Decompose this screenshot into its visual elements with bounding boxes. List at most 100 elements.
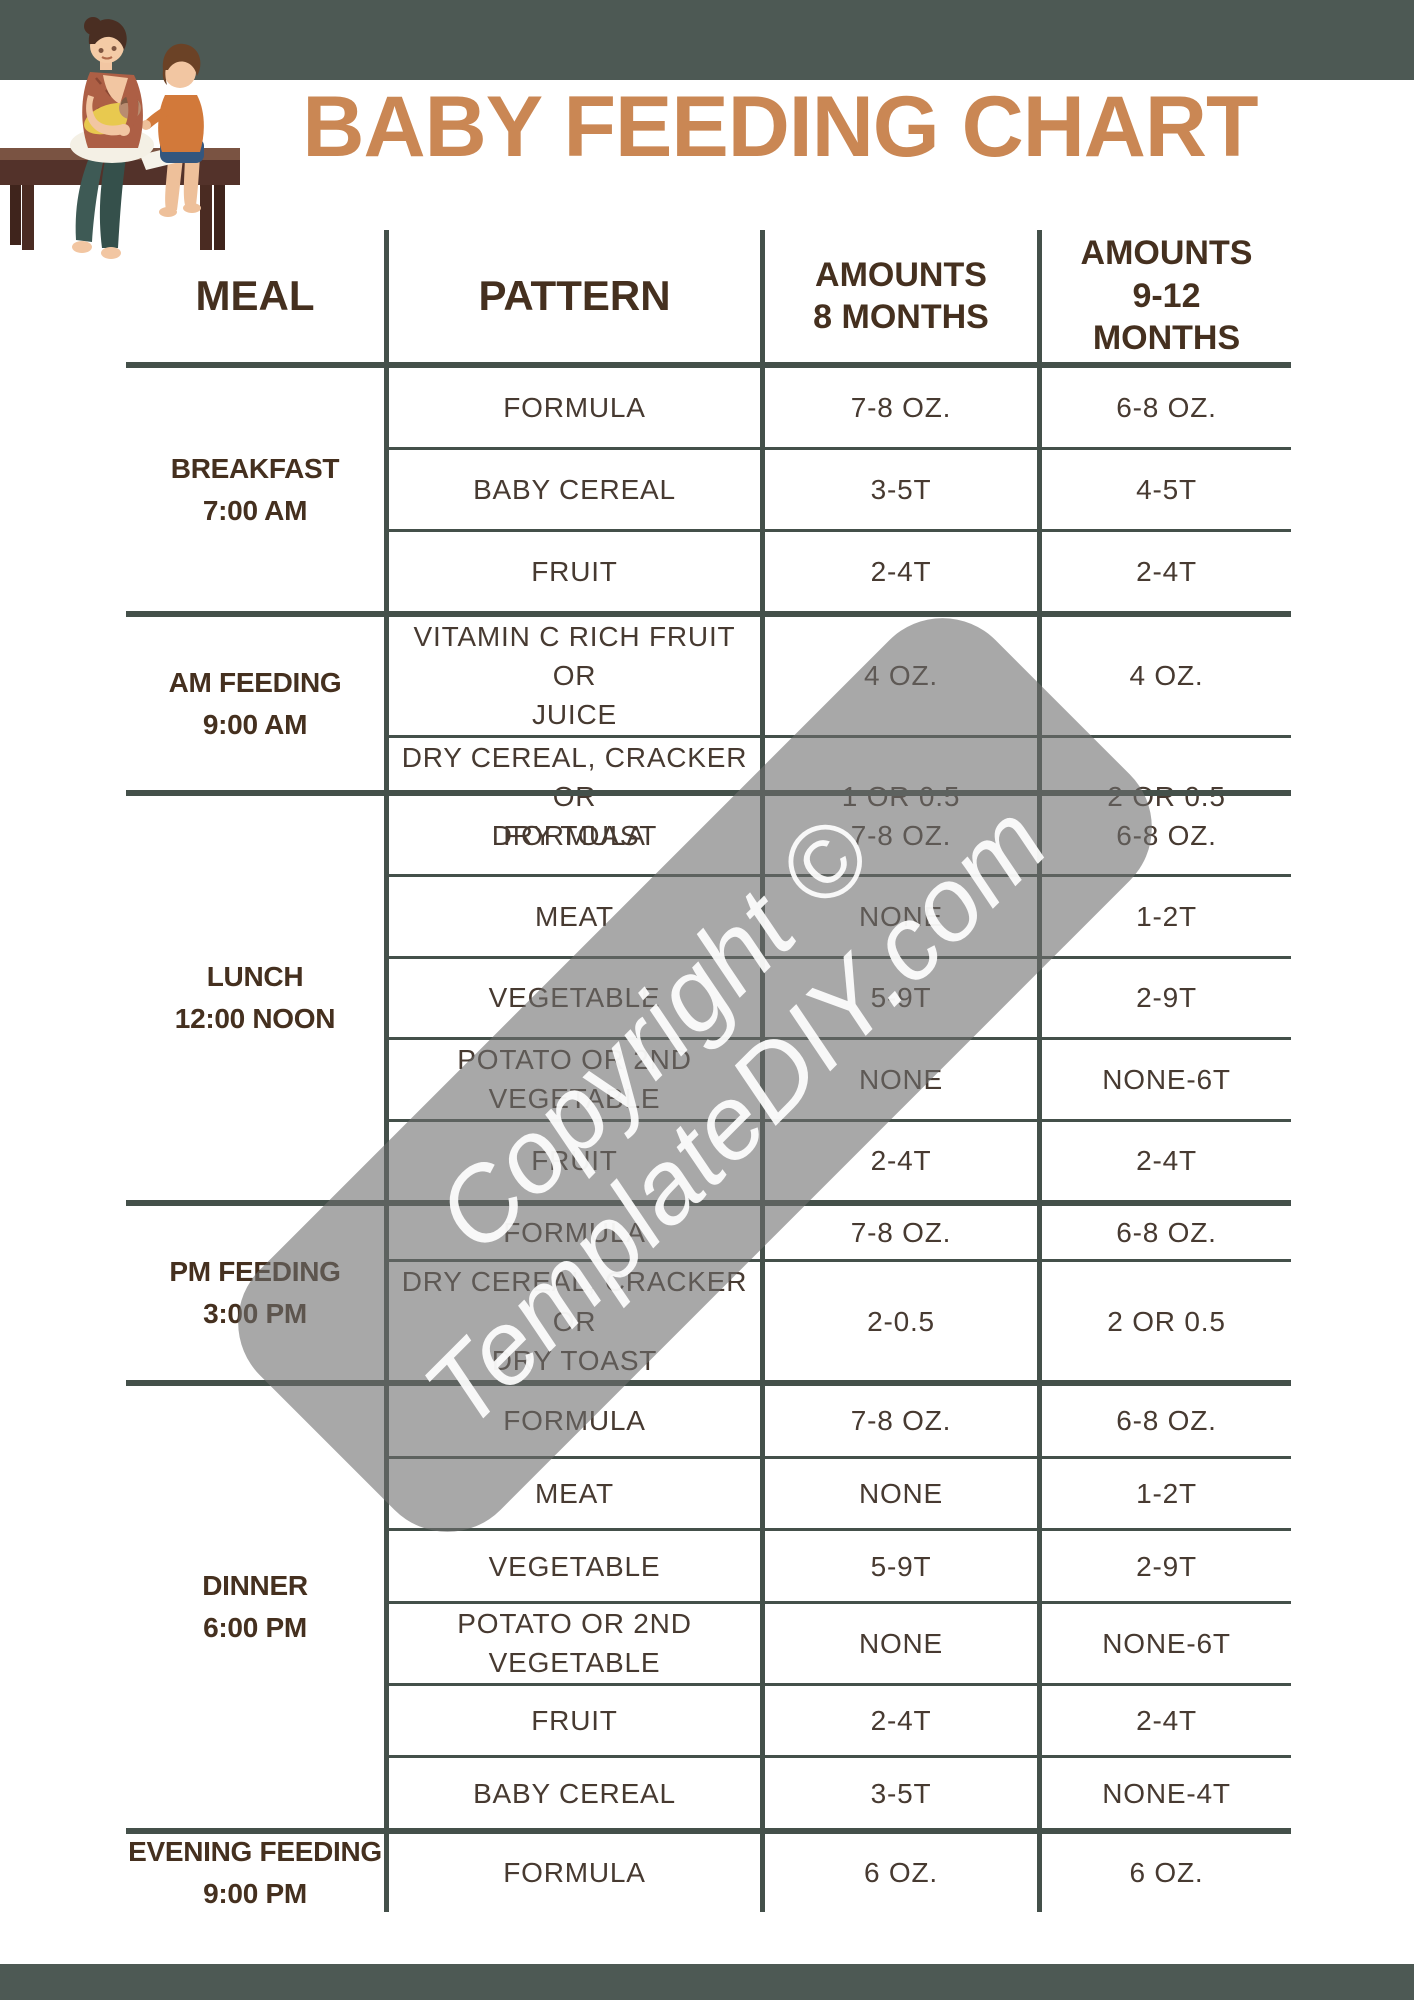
pattern-cell: POTATO OR 2ND VEGETABLE [384, 1604, 760, 1683]
table-row: FORMULA 7-8 OZ. 6-8 OZ. [384, 796, 1291, 875]
amount-8-months-cell: 4 OZ. [760, 617, 1037, 735]
pattern-cell: FRUIT [384, 532, 760, 611]
header-meal: MEAL [195, 271, 315, 319]
amount-8-months-cell: 2-4T [760, 1121, 1037, 1201]
table-row: FORMULA 7-8 OZ. 6-8 OZ. [384, 368, 1291, 447]
meal-cell: DINNER 6:00 PM [126, 1386, 384, 1828]
table-row: BABY CEREAL 3-5T 4-5T [384, 447, 1291, 529]
meal-time: 6:00 PM [203, 1612, 307, 1643]
meal-name: PM FEEDING [169, 1256, 341, 1287]
amount-9-12-months-cell: 1-2T [1037, 1458, 1291, 1529]
meal-group: LUNCH 12:00 NOON FORMULA 7-8 OZ. 6-8 OZ. MEAT… [126, 790, 1291, 1201]
table-leg-icon [22, 185, 34, 250]
meal-group: AM FEEDING 9:00 AM VITAMIN C RICH FRUIT OR… [126, 611, 1291, 856]
meal-cell: EVENING FEEDING 9:00 PM [126, 1834, 384, 1912]
amount-8-months-cell: 7-8 OZ. [760, 1386, 1037, 1456]
pattern-cell: FORMULA [384, 1386, 760, 1456]
meal-name: BREAKFAST [170, 452, 340, 484]
table-row: DRY CEREAL, CRACKER OR DRY TOAST 2-0.5 2 O… [384, 1259, 1291, 1380]
table-row: VEGETABLE 5-9T 2-9T [384, 955, 1291, 1038]
pattern-cell: POTATO OR 2ND VEGETABLE [384, 1040, 760, 1119]
amount-8-months-cell: 3-5T [760, 1758, 1037, 1828]
pattern-cell: VITAMIN C RICH FRUIT OR JUICE [384, 617, 760, 735]
table-row: MEAT NONE 1-2T [384, 874, 1291, 956]
meal-group: DINNER 6:00 PM FORMULA 7-8 OZ. 6-8 OZ. MEAT NO… [126, 1380, 1291, 1828]
meal-rows: FORMULA 7-8 OZ. 6-8 OZ. MEAT NONE 1-2T VEGETAB… [384, 796, 1291, 1201]
table-row: FORMULA 7-8 OZ. 6-8 OZ. [384, 1386, 1291, 1456]
table-row: POTATO OR 2ND VEGETABLE NONE NONE-6T [384, 1601, 1291, 1683]
amount-8-months-cell: NONE [760, 1040, 1037, 1119]
amount-8-months-cell: 6 OZ. [760, 1834, 1037, 1912]
meal-time: 7:00 AM [202, 494, 308, 526]
table-row: MEAT NONE 1-2T [384, 1455, 1291, 1529]
table-row: FORMULA 6 OZ. 6 OZ. [384, 1834, 1291, 1912]
amount-8-months-cell: NONE [760, 1604, 1037, 1683]
amount-8-months-cell: 3-5T [760, 450, 1037, 529]
pattern-cell: DRY CEREAL, CRACKER OR DRY TOAST [384, 1262, 760, 1380]
amount-8-months-cell: 2-4T [760, 1685, 1037, 1756]
meal-rows: FORMULA 6 OZ. 6 OZ. [384, 1834, 1291, 1912]
table-row: VEGETABLE 5-9T 2-9T [384, 1528, 1291, 1602]
amount-9-12-months-cell: 2-4T [1037, 1685, 1291, 1756]
amount-9-12-months-cell: 2-9T [1037, 958, 1291, 1038]
pattern-cell: FORMULA [384, 368, 760, 447]
meal-cell: BREAKFAST 7:00 AM [126, 368, 384, 611]
amount-9-12-months-cell: 6-8 OZ. [1037, 1206, 1291, 1260]
header-pattern: PATTERN [384, 230, 760, 362]
pattern-cell: VEGETABLE [384, 1531, 760, 1602]
meal-group: PM FEEDING 3:00 PM FORMULA 7-8 OZ. 6-8 OZ. DR… [126, 1200, 1291, 1380]
meal-rows: FORMULA 7-8 OZ. 6-8 OZ. MEAT NONE 1-2T VEGETAB… [384, 1386, 1291, 1828]
pattern-cell: VEGETABLE [384, 958, 760, 1038]
amount-8-months-cell: 7-8 OZ. [760, 796, 1037, 875]
meal-rows: FORMULA 7-8 OZ. 6-8 OZ. BABY CEREAL 3-5T 4-5T… [384, 368, 1291, 611]
amount-8-months-cell: 2-0.5 [760, 1262, 1037, 1380]
amount-9-12-months-cell: NONE-4T [1037, 1758, 1291, 1828]
mother-figure [70, 17, 154, 259]
table-row: FRUIT 2-4T 2-4T [384, 1682, 1291, 1756]
amount-8-months-cell: 2-4T [760, 532, 1037, 611]
mother-and-children-illustration [0, 17, 240, 259]
amount-8-months-cell: NONE [760, 1458, 1037, 1529]
amount-8-months-cell: 5-9T [760, 958, 1037, 1038]
meal-group: BREAKFAST 7:00 AM FORMULA 7-8 OZ. 6-8 OZ. BAB… [126, 362, 1291, 611]
amount-9-12-months-cell: 4-5T [1037, 450, 1291, 529]
amount-9-12-months-cell: 4 OZ. [1037, 617, 1291, 735]
meal-name: LUNCH [206, 961, 304, 992]
top-banner [0, 0, 1414, 80]
meal-cell: AM FEEDING 9:00 AM [126, 617, 384, 790]
table-row: BABY CEREAL 3-5T NONE-4T [384, 1755, 1291, 1828]
amount-9-12-months-cell: 2-4T [1037, 532, 1291, 611]
amount-9-12-months-cell: 2-9T [1037, 1531, 1291, 1602]
amount-9-12-months-cell: 6-8 OZ. [1037, 796, 1291, 875]
meal-time: 3:00 PM [203, 1298, 307, 1329]
page-title: BABY FEEDING CHART [302, 79, 1258, 175]
pattern-cell: MEAT [384, 877, 760, 956]
meal-time: 9:00 AM [202, 708, 308, 740]
meal-name: DINNER [202, 1570, 308, 1601]
pattern-cell: BABY CEREAL [384, 450, 760, 529]
amount-8-months-cell: NONE [760, 877, 1037, 956]
table-leg-icon [214, 165, 225, 250]
meal-name: EVENING FEEDING [128, 1836, 382, 1867]
header-amounts-8: AMOUNTS 8 MONTHS [760, 230, 1037, 362]
pattern-cell: MEAT [384, 1458, 760, 1529]
meal-time: 12:00 NOON [174, 1003, 336, 1034]
pattern-cell: FRUIT [384, 1121, 760, 1201]
table-leg-icon [200, 185, 212, 250]
table-row: FORMULA 7-8 OZ. 6-8 OZ. [384, 1206, 1291, 1260]
pattern-cell: FORMULA [384, 1206, 760, 1260]
amount-9-12-months-cell: 6-8 OZ. [1037, 1386, 1291, 1456]
table-row: FRUIT 2-4T 2-4T [384, 529, 1291, 611]
amount-9-12-months-cell: NONE-6T [1037, 1604, 1291, 1683]
meal-cell: LUNCH 12:00 NOON [126, 796, 384, 1200]
meal-time: 9:00 PM [203, 1878, 307, 1909]
amount-8-months-cell: 7-8 OZ. [760, 1206, 1037, 1260]
meal-group: EVENING FEEDING 9:00 PM FORMULA 6 OZ. 6 OZ. [126, 1828, 1291, 1912]
amount-9-12-months-cell: 2 OR 0.5 [1037, 1262, 1291, 1380]
amount-9-12-months-cell: NONE-6T [1037, 1040, 1291, 1119]
amount-8-months-cell: 5-9T [760, 1531, 1037, 1602]
meal-rows: VITAMIN C RICH FRUIT OR JUICE 4 OZ. 4 OZ. D… [384, 617, 1291, 856]
table-row: POTATO OR 2ND VEGETABLE NONE NONE-6T [384, 1037, 1291, 1119]
pattern-cell: FORMULA [384, 796, 760, 875]
